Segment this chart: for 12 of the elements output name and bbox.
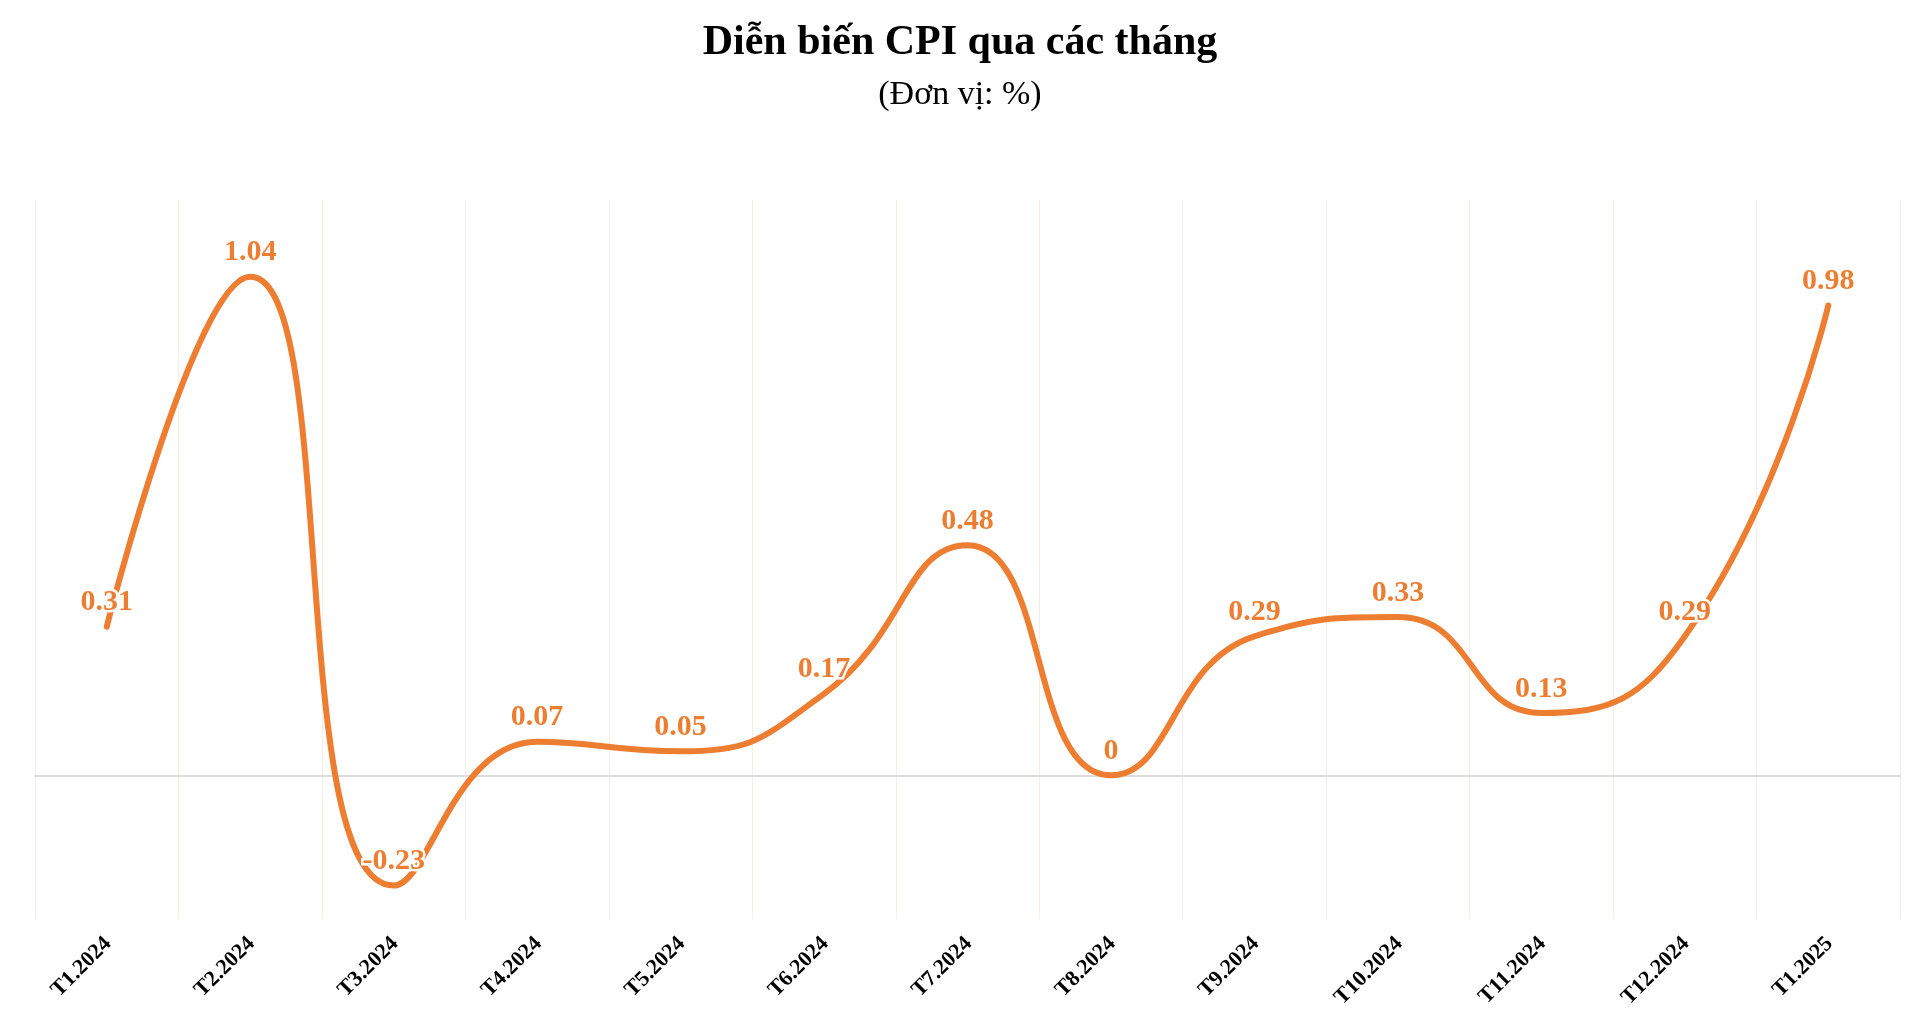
data-label: 0.33 [1371, 573, 1425, 607]
data-label: 1.04 [223, 233, 277, 267]
chart-title: Diễn biến CPI qua các tháng [702, 17, 1218, 63]
data-label: 0.29 [1228, 592, 1281, 626]
data-label: 0.05 [654, 707, 707, 741]
data-label: 0.98 [1802, 261, 1855, 295]
chart-subtitle: (Đơn vị: %) [878, 73, 1042, 112]
data-label: 0.13 [1515, 669, 1568, 703]
data-label: 0.48 [941, 501, 994, 535]
data-label: 0 [1103, 731, 1119, 765]
data-label: 0.17 [797, 650, 851, 684]
data-label: 0.07 [510, 698, 564, 732]
